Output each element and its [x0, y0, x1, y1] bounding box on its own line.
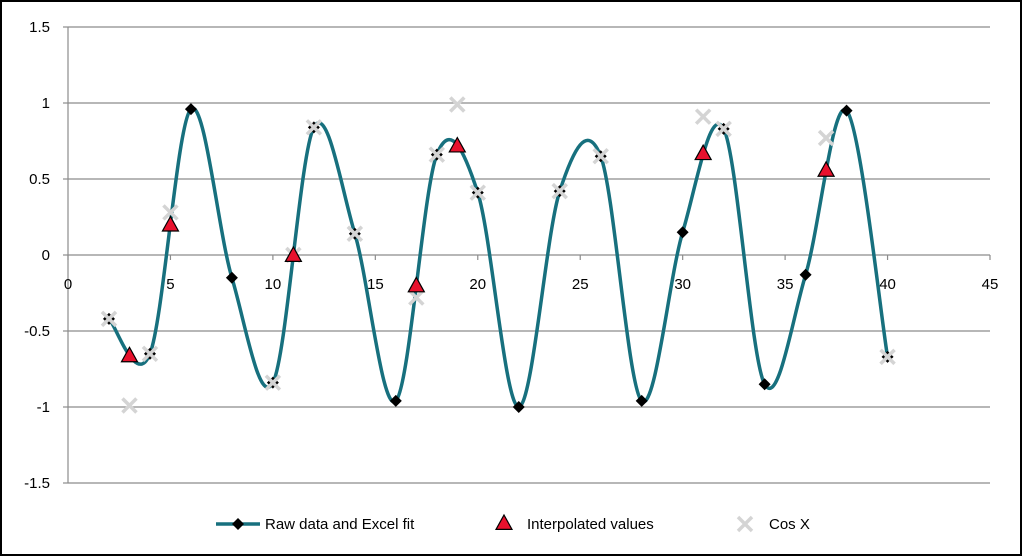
cos-point — [408, 289, 425, 306]
legend-swatch-diamond — [232, 518, 244, 530]
raw-point — [389, 394, 402, 407]
cos-point — [162, 204, 179, 221]
x-tick-label: 35 — [777, 276, 794, 293]
y-tick-labels: -1.5 -1 -0.5 0 0.5 1 1.5 — [24, 19, 50, 492]
y-tick-label: 0.5 — [29, 171, 50, 188]
legend: Raw data and Excel fit Interpolated value… — [216, 513, 810, 533]
x-tick-label: 25 — [572, 276, 589, 293]
cos-point — [715, 120, 732, 138]
x-tick-label: 20 — [469, 276, 486, 293]
fit-line — [107, 106, 890, 409]
raw-point — [676, 226, 689, 239]
cos-point — [694, 108, 712, 125]
raw-point — [184, 103, 197, 116]
cos-point — [121, 397, 138, 414]
y-tick-label: -1 — [37, 399, 50, 416]
y-tick-label: -1.5 — [24, 475, 50, 492]
interp-point — [161, 215, 180, 232]
x-tick-label: 30 — [674, 276, 691, 293]
cos-point — [592, 147, 609, 165]
raw-point — [840, 104, 853, 117]
cos-point — [449, 96, 466, 113]
legend-label-cos: Cos X — [769, 516, 810, 533]
interp-point — [694, 143, 713, 161]
series-raw-data-fit — [102, 103, 894, 413]
raw-point — [225, 271, 238, 284]
legend-label-raw: Raw data and Excel fit — [265, 516, 415, 533]
legend-swatch-triangle — [494, 513, 514, 531]
raw-point — [758, 378, 771, 391]
interp-point — [284, 245, 303, 262]
y-tick-label: -0.5 — [24, 323, 50, 340]
x-tick-label: 40 — [879, 276, 896, 293]
raw-point — [799, 268, 812, 281]
interp-point — [448, 136, 467, 153]
cos-point — [264, 374, 282, 391]
cos-point — [817, 129, 835, 147]
cos-point — [469, 184, 487, 201]
series-interpolated — [120, 136, 836, 363]
interp-point — [120, 346, 139, 363]
x-tick-labels: 0 5 10 15 20 25 30 35 40 45 — [64, 276, 999, 293]
legend-label-interp: Interpolated values — [527, 516, 654, 533]
y-tick-label: 1 — [42, 95, 50, 112]
cos-point — [100, 310, 118, 328]
interp-point — [817, 160, 836, 177]
cos-point — [305, 119, 323, 136]
cos-point — [141, 345, 159, 363]
axes — [63, 26, 991, 484]
y-tick-label: 1.5 — [29, 19, 50, 36]
x-tick-label: 10 — [265, 276, 282, 293]
cos-point — [879, 348, 896, 366]
cos-point — [346, 225, 364, 242]
raw-point — [635, 394, 648, 407]
x-tick-label: 5 — [166, 276, 174, 293]
y-tick-label: 0 — [42, 247, 50, 264]
x-tick-label: 0 — [64, 276, 72, 293]
interp-point — [407, 276, 426, 293]
cos-point — [551, 182, 568, 200]
series-cos-x — [100, 96, 896, 414]
x-tick-label: 45 — [982, 276, 999, 293]
grid-lines — [68, 26, 990, 484]
x-tick-label: 15 — [367, 276, 384, 293]
cos-point — [428, 146, 446, 163]
legend-swatch-cross — [736, 515, 754, 533]
raw-point — [512, 401, 525, 413]
